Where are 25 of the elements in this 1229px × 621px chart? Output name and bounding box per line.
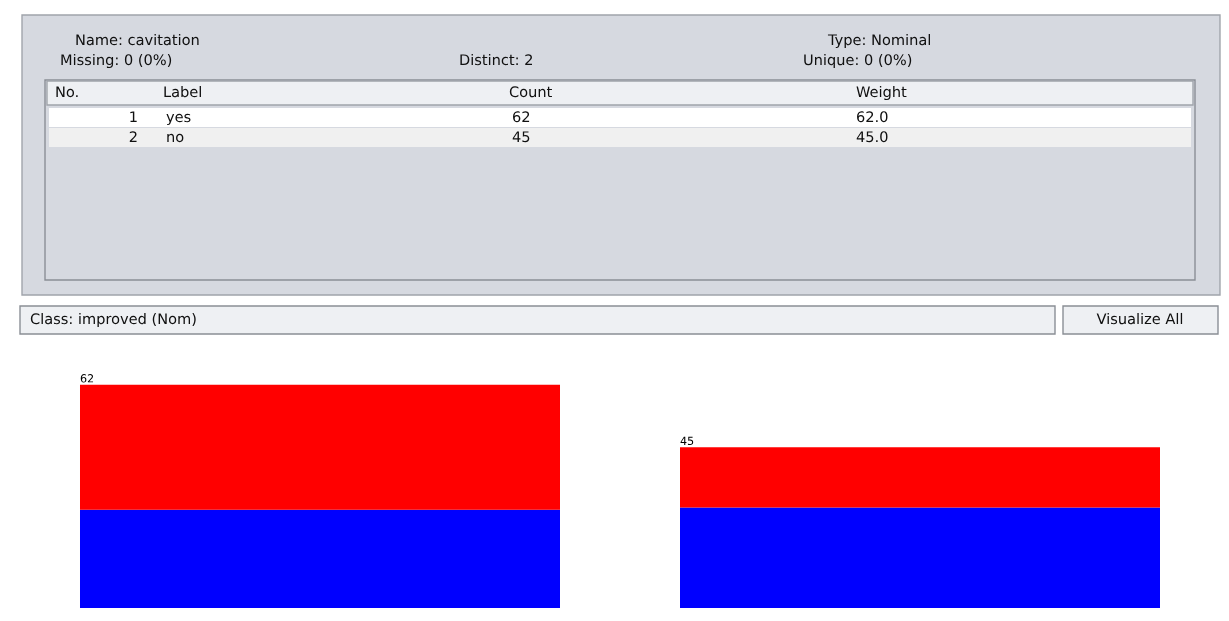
text: Distinct: 2 <box>460 53 532 66</box>
text: Name: cavitation <box>76 33 199 46</box>
text: No. <box>56 86 78 98</box>
text: Class: improved (Nom) <box>30 312 196 328</box>
text: 1 <box>130 111 137 123</box>
text: yes <box>166 113 191 126</box>
text: Label <box>164 85 201 98</box>
text: 2 <box>129 131 137 143</box>
text: 45 <box>512 131 530 143</box>
bar <box>680 507 1160 608</box>
text: no <box>167 133 184 143</box>
bar <box>80 384 560 510</box>
text: 45.0 <box>856 131 888 143</box>
text: Unique: 0 (0%) <box>804 53 912 69</box>
annotation: 45 <box>680 436 694 446</box>
text: 62 <box>513 111 530 123</box>
text: 62.0 <box>857 111 888 123</box>
bar <box>80 509 560 608</box>
text: Count <box>509 86 552 98</box>
text: Weight <box>856 85 907 101</box>
text: Type: Nominal <box>827 33 930 49</box>
text: Visualize All <box>1096 312 1183 325</box>
text: 62 <box>80 374 94 383</box>
bar <box>680 447 1160 508</box>
text: Missing: 0 (0%) <box>61 53 172 69</box>
